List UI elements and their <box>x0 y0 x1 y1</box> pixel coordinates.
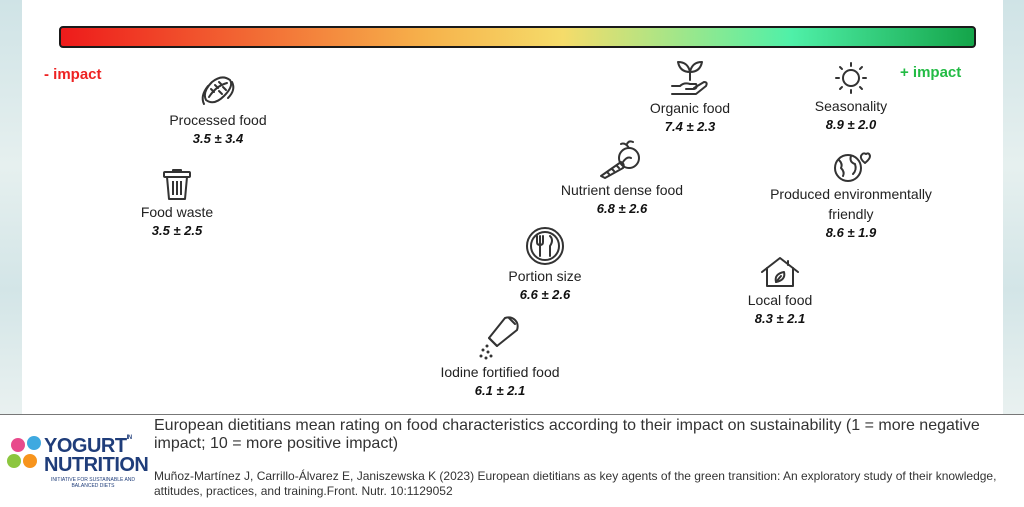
item-score: 8.6 ± 1.9 <box>825 225 877 240</box>
item-name: Produced environmentally friendly <box>770 186 932 222</box>
hotdog-icon <box>201 76 235 105</box>
positive-impact-label: + impact <box>900 64 962 81</box>
item-produced-environmentally-friendly: Produced environmentally friendly 8.6 ± … <box>748 150 954 242</box>
yogurt-in-nutrition-logo[interactable]: YOGURTIN NUTRITION INITIATIVE FOR SUSTAI… <box>6 433 152 503</box>
item-name: Seasonality <box>814 98 888 114</box>
item-name: Nutrient dense food <box>560 182 684 198</box>
background-left-edge <box>0 0 22 414</box>
item-organic-food: Organic food 7.4 ± 2.3 <box>615 60 765 136</box>
item-score: 6.8 ± 2.6 <box>596 201 648 216</box>
plate-cutlery-icon <box>526 227 564 265</box>
trash-bin-icon <box>163 169 191 200</box>
item-seasonality: Seasonality 8.9 ± 2.0 <box>776 60 926 134</box>
item-score: 3.5 ± 3.4 <box>192 131 244 146</box>
sun-icon <box>835 62 867 94</box>
house-leaf-icon <box>761 257 799 287</box>
item-name: Portion size <box>508 268 582 284</box>
logo-drops-icon <box>7 436 41 468</box>
impact-gradient-bar <box>59 26 976 48</box>
figure-caption: European dietitians mean rating on food … <box>154 417 980 452</box>
item-score: 6.6 ± 2.6 <box>519 287 571 302</box>
item-name: Iodine fortified food <box>440 364 560 380</box>
salt-shaker-icon <box>479 316 519 360</box>
item-processed-food: Processed food 3.5 ± 3.4 <box>143 74 293 148</box>
infographic-panel <box>22 0 1003 414</box>
item-name: Processed food <box>169 112 267 128</box>
item-iodine-fortified-food: Iodine fortified food 6.1 ± 2.1 <box>415 312 585 400</box>
logo-line-1: YOGURTIN <box>44 435 132 457</box>
item-name: Food waste <box>140 204 214 220</box>
earth-heart-icon <box>834 152 871 182</box>
footer: YOGURTIN NUTRITION INITIATIVE FOR SUSTAI… <box>0 414 1024 507</box>
item-score: 7.4 ± 2.3 <box>664 119 716 134</box>
vegetables-icon <box>600 140 640 179</box>
hand-plant-icon <box>671 61 708 95</box>
item-name: Local food <box>747 292 813 308</box>
negative-impact-label: - impact <box>44 66 102 83</box>
item-score: 6.1 ± 2.1 <box>474 383 526 398</box>
item-score: 8.3 ± 2.1 <box>754 311 806 326</box>
citation: Muñoz-Martínez J, Carrillo-Álvarez E, Ja… <box>154 469 997 498</box>
item-nutrient-dense-food: Nutrient dense food 6.8 ± 2.6 <box>542 138 702 218</box>
item-portion-size: Portion size 6.6 ± 2.6 <box>470 226 620 304</box>
background-right-edge <box>1003 0 1024 414</box>
item-name: Organic food <box>649 100 731 116</box>
item-local-food: Local food 8.3 ± 2.1 <box>705 254 855 328</box>
logo-tagline: INITIATIVE FOR SUSTAINABLE AND BALANCED … <box>51 477 135 489</box>
item-score: 8.9 ± 2.0 <box>825 117 877 132</box>
item-food-waste: Food waste 3.5 ± 2.5 <box>102 168 252 240</box>
item-score: 3.5 ± 2.5 <box>151 223 203 238</box>
logo-line-2: NUTRITION <box>44 454 149 476</box>
